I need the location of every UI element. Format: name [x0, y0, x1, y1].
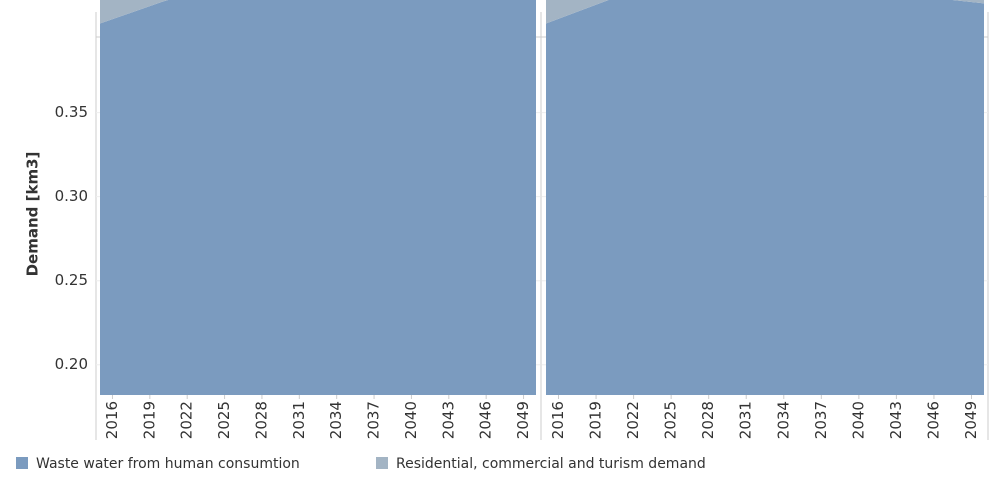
x-tick-label: 2040	[849, 401, 867, 439]
x-tick-label: 2034	[327, 401, 345, 439]
x-tick-label: 2019	[587, 401, 605, 439]
area	[100, 0, 536, 395]
x-tick-label: 2025	[662, 401, 680, 439]
x-tick-label: 2043	[439, 401, 457, 439]
legend-label: Residential, commercial and turism deman…	[396, 456, 706, 472]
x-tick-label: 2037	[812, 401, 830, 439]
y-tick-label: 0.25	[55, 271, 88, 289]
x-tick-label: 2049	[962, 401, 980, 439]
x-tick-label: 2037	[365, 401, 383, 439]
x-tick-label: 2016	[103, 401, 121, 439]
y-axis-label: Demand [km3]	[24, 152, 42, 277]
legend-swatch	[16, 457, 28, 469]
y-tick-label: 0.20	[55, 355, 88, 373]
area	[100, 0, 169, 24]
x-tick-label: 2043	[887, 401, 905, 439]
x-tick-label: 2016	[549, 401, 567, 439]
x-tick-label: 2022	[178, 401, 196, 439]
x-tick-label: 2031	[290, 401, 308, 439]
x-tick-label: 2040	[402, 401, 420, 439]
x-tick-label: 2028	[699, 401, 717, 439]
area	[546, 0, 984, 395]
y-tick-label: 0.35	[55, 103, 88, 121]
legend-swatch	[376, 457, 388, 469]
legend-label: Waste water from human consumtion	[36, 456, 300, 472]
x-tick-label: 2025	[215, 401, 233, 439]
x-tick-label: 2022	[624, 401, 642, 439]
x-tick-label: 2049	[514, 401, 532, 439]
x-tick-label: 2019	[140, 401, 158, 439]
x-tick-label: 2028	[252, 401, 270, 439]
y-tick-label: 0.30	[55, 187, 88, 205]
x-tick-label: 2046	[477, 401, 495, 439]
x-tick-label: 2034	[774, 401, 792, 439]
x-tick-label: 2046	[924, 401, 942, 439]
area	[546, 0, 984, 24]
x-tick-label: 2031	[737, 401, 755, 439]
